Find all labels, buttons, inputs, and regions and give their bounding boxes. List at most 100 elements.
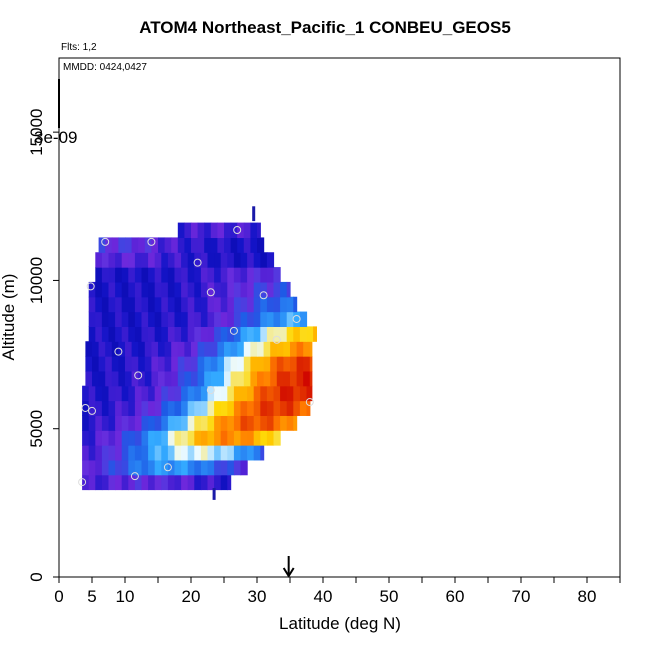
heatmap-cell	[247, 385, 255, 402]
heatmap-cell	[187, 296, 195, 313]
heatmap-cell	[101, 474, 110, 491]
heatmap-cell	[167, 385, 176, 402]
heatmap-cell	[253, 385, 261, 402]
heatmap-cell	[171, 237, 179, 253]
heatmap-cell	[207, 326, 215, 342]
heatmap-cell	[184, 341, 192, 357]
heatmap-cell	[260, 400, 268, 416]
heatmap-cell	[233, 267, 242, 283]
heatmap-cell	[257, 370, 265, 387]
heatmap-cell	[247, 430, 255, 446]
heatmap-cell	[253, 311, 261, 327]
heatmap-cell	[121, 326, 129, 342]
heatmap-cell	[250, 356, 258, 372]
heatmap-cell	[237, 237, 245, 253]
heatmap-cell	[141, 296, 149, 313]
heatmap-cell	[240, 445, 248, 461]
heatmap-cell	[220, 311, 228, 327]
heatmap-cell	[154, 415, 162, 431]
heatmap-cell	[243, 222, 251, 239]
heatmap-cell	[214, 459, 222, 476]
heatmap-cell	[128, 415, 136, 431]
heatmap-cell	[200, 326, 209, 342]
heatmap-cell	[240, 326, 248, 342]
heatmap-cell	[200, 311, 209, 327]
latitude-arrow-icon	[282, 556, 295, 578]
heatmap-cell	[141, 311, 149, 327]
heatmap-cell	[134, 267, 143, 283]
heatmap-cell	[111, 341, 119, 357]
heatmap-cell	[181, 430, 189, 446]
heatmap-cell	[161, 326, 169, 342]
heatmap-cell	[210, 370, 218, 387]
heatmap-cell	[283, 356, 291, 372]
heatmap-cell	[253, 267, 261, 283]
heatmap-cell	[95, 474, 103, 491]
heatmap-cell	[220, 385, 228, 402]
heatmap-cell	[207, 445, 215, 461]
heatmap-cell	[101, 311, 110, 327]
heatmap-cell	[95, 252, 103, 268]
observation-point	[305, 398, 314, 407]
x-axis: 0 5 10 20 30 40 50 60 70 80	[54, 577, 621, 606]
heatmap-cell	[230, 237, 238, 253]
heatmap-cell	[95, 281, 103, 298]
heatmap-cell	[111, 237, 119, 253]
heatmap-cell	[299, 326, 308, 342]
heatmap-cell	[88, 459, 96, 476]
heatmap-cell	[101, 326, 110, 342]
heatmap-cell	[167, 281, 176, 298]
heatmap-cell	[227, 326, 235, 342]
heatmap-cell	[283, 341, 291, 357]
observation-point	[259, 291, 268, 300]
heatmap-cell	[240, 459, 248, 476]
heatmap-cell	[253, 415, 261, 431]
heatmap-cell	[280, 296, 288, 313]
heatmap-cell	[158, 370, 166, 387]
heatmap-cell	[280, 400, 288, 416]
heatmap-cell	[154, 326, 162, 342]
heatmap-cell	[286, 281, 291, 298]
heatmap-cell	[161, 474, 169, 491]
heatmap-cell	[138, 356, 146, 372]
heatmap-cell	[148, 311, 156, 327]
heatmap-cell	[220, 400, 228, 416]
heatmap-cell	[141, 400, 149, 416]
heatmap-cell	[220, 326, 228, 342]
heatmap-cell	[273, 326, 281, 342]
heatmap-cell	[250, 237, 258, 253]
heatmap-cell	[309, 356, 313, 372]
heatmap-cell	[128, 311, 136, 327]
heatmap-cell	[174, 474, 182, 491]
heatmap-cell	[128, 459, 136, 476]
heatmap-cell	[273, 430, 281, 446]
colorbar-tick-label: 3e-09	[34, 128, 78, 147]
heatmap-cell	[253, 326, 261, 342]
heatmap-cell	[194, 385, 202, 402]
heatmap-cell	[148, 281, 156, 298]
heatmap-cell	[263, 341, 271, 357]
heatmap-cell	[101, 430, 110, 446]
heatmap-cell	[82, 445, 90, 461]
heatmap-cell	[105, 356, 113, 372]
heatmap-cell	[98, 341, 106, 357]
heatmap-cell	[121, 267, 129, 283]
heatmap-cell	[293, 311, 301, 327]
heatmap-cell	[207, 267, 215, 283]
heatmap-cell	[128, 281, 136, 298]
heatmap-cell	[306, 400, 311, 416]
heatmap-cell	[200, 474, 209, 491]
heatmap-cell	[266, 385, 275, 402]
heatmap-cell	[220, 474, 228, 491]
heatmap-cell	[200, 385, 209, 402]
heatmap-cell	[101, 400, 110, 416]
heatmap-cell	[108, 326, 116, 342]
heatmap-cell	[95, 311, 103, 327]
heatmap-cell	[181, 281, 189, 298]
heatmap-cell	[204, 222, 212, 239]
heatmap-cell	[181, 400, 189, 416]
heatmap-cell	[108, 445, 116, 461]
heatmap-cell	[95, 385, 103, 402]
heatmap-cell	[263, 356, 271, 372]
